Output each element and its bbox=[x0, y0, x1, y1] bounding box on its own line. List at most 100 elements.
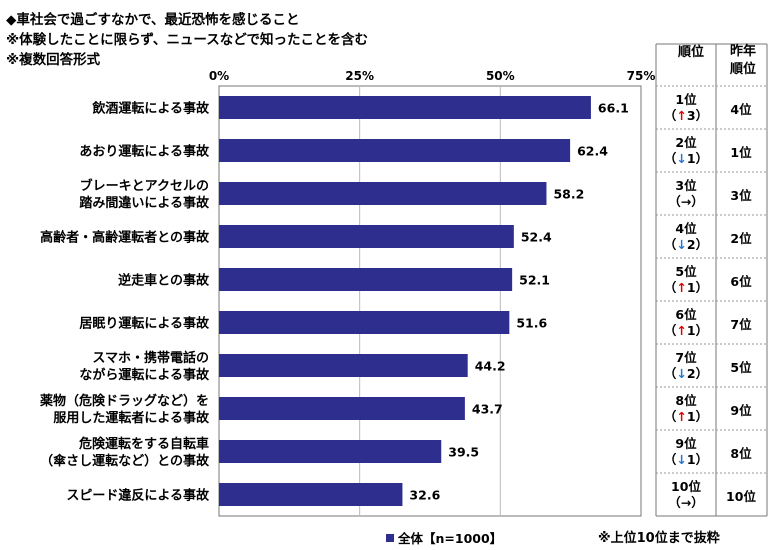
rank-column-header: 順位 bbox=[677, 45, 704, 60]
bar bbox=[219, 440, 442, 463]
category-label: あおり運転による事故 bbox=[79, 144, 210, 160]
rank-change: （↑3） bbox=[655, 108, 717, 124]
rank-change-paren-open: （ bbox=[663, 365, 677, 381]
rank-value: 5位 bbox=[675, 263, 697, 279]
rank-change: （↓2） bbox=[655, 366, 717, 382]
plot-area bbox=[218, 85, 642, 517]
arrow-down-icon: ↓ bbox=[676, 365, 687, 381]
category-label: ブレーキとアクセルの bbox=[80, 178, 209, 194]
category-label: 危険運転をする自転車 bbox=[79, 436, 209, 452]
rank-cell: 4位 （↓2） bbox=[655, 221, 717, 253]
previous-rank-cell: 7位 bbox=[730, 316, 752, 332]
arrow-right-icon: → bbox=[680, 494, 692, 510]
arrow-down-icon: ↓ bbox=[676, 236, 687, 252]
rank-change-paren-open: （ bbox=[663, 150, 677, 166]
rank-change-paren-open: （ bbox=[663, 408, 677, 424]
rank-change-paren-close: ） bbox=[695, 279, 709, 295]
rank-change-paren-close: ） bbox=[695, 365, 709, 381]
rank-change-paren-close: ） bbox=[695, 150, 709, 166]
bar bbox=[219, 139, 571, 162]
rank-value: 2位 bbox=[675, 134, 697, 150]
footnote: ※上位10位まで抜粋 bbox=[598, 531, 720, 546]
arrow-up-icon: ↑ bbox=[676, 107, 687, 123]
category-label: 服用した運転者による事故 bbox=[53, 410, 210, 426]
value-label: 62.4 bbox=[577, 144, 608, 159]
category-label: 踏み間違いによる事故 bbox=[79, 195, 210, 211]
previous-rank-column-header: 昨年 順位 bbox=[716, 43, 770, 79]
chart-title: ◆車社会で過ごすなかで、最近恐怖を感じること bbox=[6, 12, 300, 28]
x-tick-label: 75% bbox=[627, 69, 656, 83]
rank-change-amount: 1 bbox=[686, 408, 696, 424]
rank-value: 4位 bbox=[675, 220, 697, 236]
rank-change-paren-close: ） bbox=[691, 193, 704, 209]
previous-rank-cell: 6位 bbox=[730, 273, 752, 289]
rank-change: （↑1） bbox=[655, 323, 717, 339]
x-tick-label: 0% bbox=[209, 69, 229, 83]
rank-change-amount: 2 bbox=[686, 236, 696, 252]
bar bbox=[219, 311, 510, 334]
rank-change: （→） bbox=[655, 194, 717, 210]
rank-change-amount: 3 bbox=[686, 107, 696, 123]
rank-change-paren-open: （ bbox=[668, 193, 681, 209]
rank-change-amount: 1 bbox=[686, 322, 696, 338]
arrow-up-icon: ↑ bbox=[676, 279, 687, 295]
rank-change-paren-open: （ bbox=[663, 107, 677, 123]
rank-change-amount: 1 bbox=[686, 451, 696, 467]
value-label: 52.1 bbox=[519, 273, 550, 288]
rank-cell: 6位 （↑1） bbox=[655, 307, 717, 339]
rank-cell: 5位 （↑1） bbox=[655, 264, 717, 296]
x-tick-label: 50% bbox=[486, 69, 515, 83]
rank-change-paren-close: ） bbox=[695, 107, 709, 123]
bar bbox=[219, 225, 514, 248]
arrow-right-icon: → bbox=[680, 193, 692, 209]
bar bbox=[219, 397, 465, 420]
legend-label: 全体【n=1000】 bbox=[398, 531, 503, 546]
rank-cell: 7位 （↓2） bbox=[655, 350, 717, 382]
rank-change-amount: 1 bbox=[686, 279, 696, 295]
bar bbox=[219, 268, 513, 291]
previous-rank-header-line1: 昨年 bbox=[729, 44, 756, 59]
category-label: 居眠り運転による事故 bbox=[79, 316, 210, 332]
category-label: スピード違反による事故 bbox=[66, 488, 210, 504]
category-label: 高齢者・高齢運転者との事故 bbox=[40, 230, 210, 246]
rank-change: （↓1） bbox=[655, 151, 717, 167]
category-label: 飲酒運転による事故 bbox=[91, 101, 210, 117]
bar bbox=[219, 354, 468, 377]
rank-value: 9位 bbox=[675, 435, 697, 451]
rank-value: 7位 bbox=[675, 349, 697, 365]
rank-change-paren-close: ） bbox=[695, 451, 709, 467]
category-label: スマホ・携帯電話の bbox=[92, 350, 209, 366]
rank-change: （→） bbox=[655, 495, 717, 511]
previous-rank-cell: 10位 bbox=[726, 488, 756, 504]
arrow-up-icon: ↑ bbox=[676, 408, 687, 424]
rank-change-paren-close: ） bbox=[691, 494, 704, 510]
previous-rank-cell: 2位 bbox=[730, 230, 752, 246]
chart-subtitle-note: ※体験したことに限らず、ニュースなどで知ったことを含む bbox=[6, 32, 368, 48]
rank-change: （↓2） bbox=[655, 237, 717, 253]
x-tick-label: 25% bbox=[345, 69, 374, 83]
rank-cell: 3位 （→） bbox=[655, 178, 717, 210]
category-label: ながら運転による事故 bbox=[79, 367, 210, 383]
arrow-down-icon: ↓ bbox=[676, 451, 687, 467]
rank-change: （↑1） bbox=[655, 409, 717, 425]
rank-value: 8位 bbox=[675, 392, 697, 408]
legend: 全体【n=1000】 bbox=[386, 528, 502, 547]
value-label: 44.2 bbox=[475, 359, 506, 374]
rank-change-paren-close: ） bbox=[695, 236, 709, 252]
value-label: 39.5 bbox=[448, 445, 479, 460]
value-label: 66.1 bbox=[598, 101, 629, 116]
value-label: 43.7 bbox=[472, 402, 503, 417]
rank-change-paren-open: （ bbox=[668, 494, 681, 510]
value-label: 52.4 bbox=[521, 230, 552, 245]
rank-change-amount: 1 bbox=[686, 150, 696, 166]
rank-cell: 1位 （↑3） bbox=[655, 92, 717, 124]
category-label: 薬物（危険ドラッグなど）を bbox=[39, 393, 209, 409]
bar bbox=[219, 96, 591, 119]
rank-cell: 2位 （↓1） bbox=[655, 135, 717, 167]
rank-change-paren-open: （ bbox=[663, 451, 677, 467]
chart-subtitle-format: ※複数回答形式 bbox=[6, 52, 101, 68]
previous-rank-cell: 3位 bbox=[730, 187, 752, 203]
bar bbox=[219, 182, 547, 205]
rank-cell: 8位 （↑1） bbox=[655, 393, 717, 425]
